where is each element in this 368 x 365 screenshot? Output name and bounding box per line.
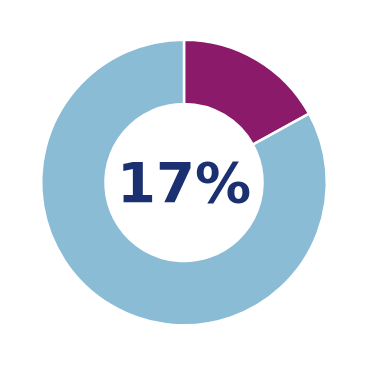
- chart-container: 17%: [0, 0, 368, 365]
- center-text: 17%: [117, 150, 251, 215]
- chart: 17%: [0, 0, 368, 365]
- slice: [41, 40, 327, 326]
- slices: [41, 40, 327, 326]
